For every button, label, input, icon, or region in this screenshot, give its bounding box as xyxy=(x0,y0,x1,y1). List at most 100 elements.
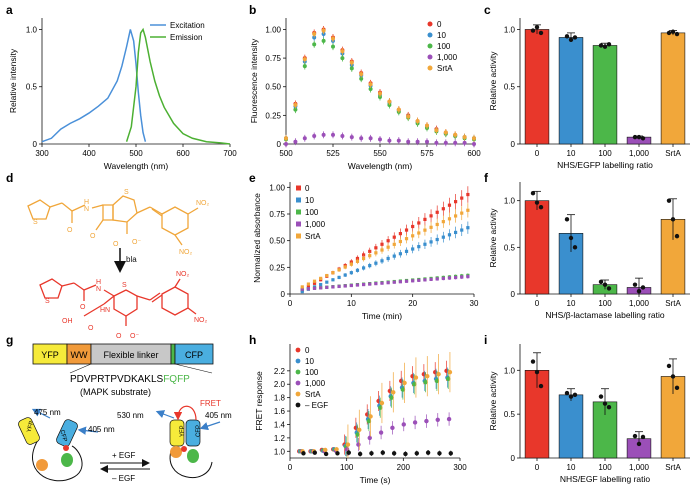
excitation-405-left-label: 405 nm xyxy=(88,425,115,434)
data-point xyxy=(411,224,415,229)
replicate-point xyxy=(636,134,642,140)
data-point xyxy=(447,217,452,221)
data-point xyxy=(386,256,390,261)
y-axis-label: Relative activity xyxy=(488,208,498,268)
plus-egf-label: + EGF xyxy=(112,451,135,460)
x-axis-label: Time (s) xyxy=(360,475,391,485)
x-tick-label: 20 xyxy=(408,299,417,308)
replicate-point xyxy=(674,233,680,239)
data-point xyxy=(378,405,383,410)
data-point xyxy=(446,376,451,382)
data-point xyxy=(321,28,326,33)
data-point xyxy=(412,420,418,425)
excitation-405-right-label: 405 nm xyxy=(205,411,232,420)
data-point xyxy=(387,138,392,143)
panel-letter-g: g xyxy=(6,333,13,347)
data-point xyxy=(355,432,360,437)
data-point xyxy=(425,139,429,144)
data-point xyxy=(401,422,406,427)
data-point xyxy=(356,442,361,447)
legend-label: Emission xyxy=(170,33,202,42)
data-point xyxy=(331,44,335,49)
x-axis-label: Time (min) xyxy=(362,311,402,321)
chart-panel-e: 0 10 20 30 0 0.25 0.50 0.75 1.00 Time (min) Normal… xyxy=(252,182,479,321)
y-axis-label: Relative activity xyxy=(488,51,498,111)
panel-letter-i: i xyxy=(484,333,487,347)
data-point xyxy=(337,284,341,289)
data-point xyxy=(346,450,351,455)
replicate-point xyxy=(674,31,680,37)
substrate-label: (MAPK substrate) xyxy=(80,387,151,397)
category-label: 0 xyxy=(535,463,540,472)
bar xyxy=(558,394,584,459)
data-point xyxy=(378,91,382,96)
data-point xyxy=(331,271,335,275)
legend-label: Excitation xyxy=(170,21,205,30)
y-tick-label: 0 xyxy=(511,454,516,463)
legend-swatch xyxy=(295,369,301,375)
data-point xyxy=(423,380,428,385)
data-point xyxy=(423,242,427,246)
x-tick-label: 575 xyxy=(420,149,434,158)
legend-swatch xyxy=(296,197,301,203)
legend-label: 0 xyxy=(437,20,442,29)
data-point xyxy=(343,284,347,288)
data-point xyxy=(357,451,363,457)
data-point xyxy=(349,66,354,71)
data-point xyxy=(357,427,362,433)
substrate-sequence-main: PDVPRTPVDKAKLS xyxy=(70,374,164,385)
data-point xyxy=(398,280,402,284)
data-point xyxy=(411,279,415,283)
data-point xyxy=(411,234,415,238)
data-point xyxy=(368,414,373,419)
data-point xyxy=(312,286,317,290)
panel-letter-f: f xyxy=(484,171,489,185)
svg-text:O: O xyxy=(88,325,94,332)
data-point xyxy=(359,72,364,77)
data-point xyxy=(368,282,372,286)
data-point xyxy=(368,254,372,258)
data-point xyxy=(355,283,360,287)
data-point xyxy=(380,242,384,246)
y-tick-label: 1.4 xyxy=(274,420,286,429)
y-tick-label: 1.6 xyxy=(274,407,286,416)
y-axis-label: Relative activity xyxy=(488,371,498,431)
replicate-point xyxy=(666,363,672,369)
data-point xyxy=(454,230,458,235)
bar xyxy=(524,200,550,295)
data-point xyxy=(387,99,392,104)
data-point xyxy=(462,140,467,145)
data-point xyxy=(447,203,452,207)
data-point xyxy=(335,451,340,456)
data-point xyxy=(398,252,402,256)
y-tick-label: 2.2 xyxy=(274,367,286,376)
legend-swatch xyxy=(427,32,433,38)
bar xyxy=(660,32,686,145)
data-point xyxy=(425,373,430,379)
legend-swatch xyxy=(295,347,301,353)
y-tick-label: 1.00 xyxy=(269,183,285,192)
svg-text:O: O xyxy=(113,241,119,248)
data-point xyxy=(437,451,442,456)
data-point xyxy=(423,228,427,232)
category-label: 1,000 xyxy=(629,299,650,308)
data-point xyxy=(366,418,372,424)
replicate-point xyxy=(568,37,574,42)
panel-letter-b: b xyxy=(249,3,256,17)
data-point xyxy=(466,192,470,197)
data-point xyxy=(293,103,298,108)
replicate-point xyxy=(606,286,612,291)
data-point xyxy=(403,451,408,457)
data-point xyxy=(325,285,329,289)
data-point xyxy=(319,282,323,287)
y-tick-label: 0 xyxy=(33,140,38,149)
y-tick-label: 1.0 xyxy=(504,197,516,206)
data-point xyxy=(392,242,396,246)
data-point xyxy=(378,430,384,435)
data-point xyxy=(472,142,476,146)
y-axis-label: Fluorescence intensity xyxy=(249,38,259,123)
legend-swatch xyxy=(296,209,301,215)
y-tick-label: 0.25 xyxy=(269,263,285,272)
category-label: 10 xyxy=(567,149,576,158)
data-point xyxy=(441,276,445,281)
